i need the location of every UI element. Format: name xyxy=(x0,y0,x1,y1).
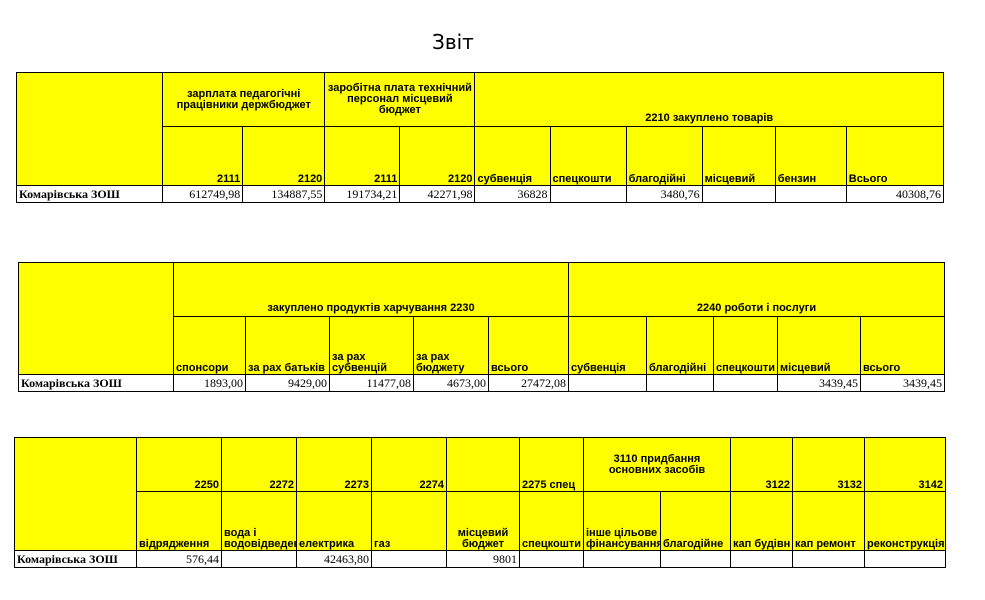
report-title: Звіт xyxy=(432,30,474,54)
code-header: 2250 xyxy=(136,437,222,492)
group-salary-tech: заробітна плата технічний персонал місце… xyxy=(324,72,476,127)
cell-value xyxy=(568,374,647,392)
row-name: Комарівська ЗОШ xyxy=(14,550,137,568)
col-header: благодійні xyxy=(625,126,703,186)
cell-value: 612749,98 xyxy=(162,185,244,203)
cell-value: 4673,00 xyxy=(413,374,489,392)
col-header: Всього xyxy=(845,126,945,186)
col-header: відрядження xyxy=(136,491,222,551)
code-header: 3122 xyxy=(730,437,793,492)
cell-value xyxy=(549,185,627,203)
code-header xyxy=(446,437,520,492)
cell-value xyxy=(519,550,584,568)
col-header: спецкошти xyxy=(549,126,627,186)
col-header: всього xyxy=(859,316,946,375)
col-header: кап ремонт xyxy=(792,491,865,551)
cell-value: 1893,00 xyxy=(173,374,246,392)
cell-value xyxy=(792,550,865,568)
cell-value xyxy=(583,550,661,568)
cell-value: 3439,45 xyxy=(777,374,861,392)
cell-value xyxy=(221,550,297,568)
cell-value xyxy=(371,550,447,568)
col-header: газ xyxy=(371,491,447,551)
group-2210: 2210 закуплено товарів xyxy=(474,72,944,127)
col-header: 2120 xyxy=(242,126,326,186)
col-header: субвенція xyxy=(568,316,647,375)
cell-value xyxy=(774,185,847,203)
row-name: Комарівська ЗОШ xyxy=(15,185,164,203)
cell-value: 40308,76 xyxy=(845,185,945,203)
col-header: реконструкція xyxy=(864,491,946,551)
col-header: місцевий xyxy=(777,316,861,375)
code-header: 3132 xyxy=(792,437,865,492)
col-header: за рах батьків xyxy=(245,316,330,375)
food-services-table: закуплено продуктів харчування 2230 2240… xyxy=(18,262,946,392)
cell-value: 134887,55 xyxy=(242,185,326,203)
col-header: вода і водовідведення xyxy=(221,491,297,551)
cell-value: 191734,21 xyxy=(324,185,401,203)
col-header: спецкошти xyxy=(713,316,778,375)
cell-value xyxy=(864,550,946,568)
col-header: всього xyxy=(488,316,569,375)
col-header: спонсори xyxy=(173,316,246,375)
cell-value: 42271,98 xyxy=(399,185,476,203)
cell-value xyxy=(701,185,776,203)
group-salary-ped: зарплата педагогічні працівники держбюдж… xyxy=(162,72,326,127)
group-2230: закуплено продуктів харчування 2230 xyxy=(173,262,569,317)
row-name: Комарівська ЗОШ xyxy=(18,374,174,392)
col-header: благодійні xyxy=(646,316,714,375)
col-header: місцевий бюджет xyxy=(446,491,520,551)
col-header: місцевий xyxy=(701,126,776,186)
col-header: бензин xyxy=(774,126,847,186)
cell-value: 42463,80 xyxy=(296,550,372,568)
cell-value: 3439,45 xyxy=(859,374,946,392)
col-header: за рах субвенцій xyxy=(329,316,414,375)
row-label-header xyxy=(18,262,174,375)
col-header: кап будівн xyxy=(730,491,793,551)
group-2240: 2240 роботи і послуги xyxy=(567,262,946,317)
cell-value: 27472,08 xyxy=(488,374,569,392)
table-row: Комарівська ЗОШ 576,44 42463,80 9801 xyxy=(14,550,946,568)
code-header: 2274 xyxy=(371,437,447,492)
cell-value xyxy=(730,550,793,568)
cell-value: 3480,76 xyxy=(625,185,703,203)
col-header: субвенція xyxy=(474,126,551,186)
col-header: електрика xyxy=(296,491,372,551)
cell-value xyxy=(713,374,778,392)
cell-value: 36828 xyxy=(474,185,551,203)
other-expenses-table: 2250 2272 2273 2274 2275 спец 3110 придб… xyxy=(14,437,946,568)
cell-value: 576,44 xyxy=(136,550,222,568)
col-header: 2111 xyxy=(162,126,244,186)
row-label-header xyxy=(15,72,164,186)
col-header: спецкошти xyxy=(519,491,584,551)
col-header: благодійне xyxy=(660,491,731,551)
cell-value: 11477,08 xyxy=(329,374,414,392)
salary-goods-table: зарплата педагогічні працівники держбюдж… xyxy=(15,72,945,203)
row-label-header xyxy=(14,437,137,551)
table-row: Комарівська ЗОШ 612749,98 134887,55 1917… xyxy=(15,185,945,203)
cell-value xyxy=(646,374,714,392)
code-header: 2272 xyxy=(221,437,297,492)
code-header: 2275 спец xyxy=(519,437,584,492)
code-header: 3142 xyxy=(864,437,946,492)
code-header: 3110 придбання основних засобів xyxy=(583,437,731,492)
cell-value xyxy=(660,550,731,568)
col-header: за рах бюджету xyxy=(413,316,489,375)
col-header: інше цільове фінансування xyxy=(583,491,661,551)
col-header: 2111 xyxy=(324,126,401,186)
col-header: 2120 xyxy=(399,126,476,186)
cell-value: 9429,00 xyxy=(245,374,330,392)
code-header: 2273 xyxy=(296,437,372,492)
cell-value: 9801 xyxy=(446,550,520,568)
table-row: Комарівська ЗОШ 1893,00 9429,00 11477,08… xyxy=(18,374,946,392)
